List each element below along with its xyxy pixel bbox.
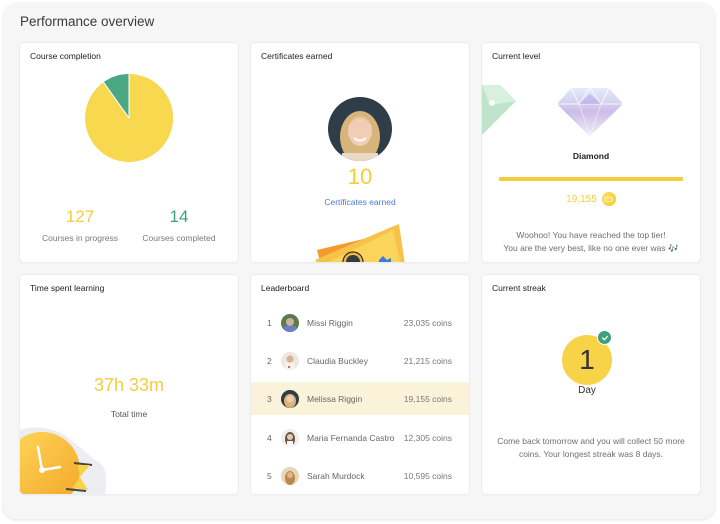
leaderboard-name: Melissa Riggin: [307, 393, 363, 404]
leaderboard-coins: 19,155 coins: [403, 393, 452, 404]
streak-count: 1: [579, 344, 595, 375]
card-title: Current streak: [492, 283, 546, 293]
leaderboard-row-current-user[interactable]: 3 Melissa Riggin 19,155 coins: [251, 382, 469, 415]
leaderboard-rank: 1: [267, 317, 272, 328]
courses-completed-label: Courses completed: [142, 233, 216, 243]
avatar: [281, 313, 299, 332]
courses-completed-stat: 14 Courses completed: [129, 207, 229, 243]
current-streak-card: Current streak 1 Day Come back tomorrow …: [482, 275, 700, 494]
leaderboard-row[interactable]: 2 Claudia Buckley 21,215 coins: [251, 344, 469, 377]
leaderboard-row[interactable]: 5 Sarah Murdock 10,595 coins: [251, 459, 469, 492]
total-time-value: 37h 33m: [93, 375, 165, 395]
total-time-label: Total time: [110, 409, 148, 419]
emerald-gem-icon: [482, 85, 516, 135]
level-message-line2: You are the very best, like no one ever …: [503, 243, 679, 253]
user-avatar: [328, 97, 392, 161]
avatar: [281, 389, 299, 408]
avatar: [281, 351, 299, 370]
leaderboard-name: Claudia Buckley: [307, 355, 368, 366]
certificates-count: 10: [347, 164, 373, 189]
coins-value: 19,155: [566, 193, 597, 205]
page-title: Performance overview: [20, 14, 155, 29]
leaderboard-row[interactable]: 4 Maria Fernanda Castro 12,305 coins: [251, 421, 469, 454]
coin-icon: [601, 192, 616, 206]
leaderboard-name: Sarah Murdock: [307, 470, 365, 481]
leaderboard-rank: 3: [267, 393, 272, 404]
time-spent-card: Time spent learning 37h 33m Total time: [20, 275, 238, 494]
certificate-illustration-icon: [315, 224, 405, 262]
avatar: [281, 428, 299, 447]
leaderboard-name: Missi Riggin: [307, 317, 353, 328]
certificates-earned-link[interactable]: Certificates earned: [324, 197, 396, 207]
level-message-line1: Woohoo! You have reached the top tier!: [516, 230, 666, 240]
card-title: Leaderboard: [261, 283, 310, 293]
courses-in-progress-stat: 127 Courses in progress: [30, 207, 130, 243]
courses-in-progress-value: 127: [65, 207, 95, 226]
leaderboard-rank: 5: [267, 470, 272, 481]
leaderboard-coins: 23,035 coins: [403, 317, 452, 328]
leaderboard-coins: 21,215 coins: [403, 355, 452, 366]
performance-overview-panel: Performance overview Course completion 1…: [3, 3, 715, 519]
leaderboard-name: Maria Fernanda Castro: [307, 432, 395, 443]
streak-unit: Day: [578, 385, 596, 396]
leaderboard-rank: 2: [267, 355, 272, 366]
coins-balance: 19,155: [482, 192, 700, 206]
leaderboard-card: Leaderboard 1 Missi Riggin 23,035 coins …: [251, 275, 469, 494]
leaderboard-rank: 4: [267, 432, 272, 443]
level-name: Diamond: [572, 151, 610, 161]
course-completion-pie-chart: [85, 74, 173, 162]
card-title: Certificates earned: [261, 51, 333, 61]
course-completion-card: Course completion 127 Courses in progres…: [20, 43, 238, 262]
level-progress-bar: [499, 177, 683, 181]
courses-in-progress-label: Courses in progress: [41, 233, 119, 243]
checkmark-icon: [597, 330, 612, 345]
card-title: Course completion: [30, 51, 101, 61]
diamond-gem-icon: [557, 87, 623, 136]
leaderboard-coins: 12,305 coins: [403, 432, 452, 443]
level-message: Woohoo! You have reached the top tier! Y…: [482, 229, 700, 255]
current-level-card: Current level Diamond 19,155: [482, 43, 700, 262]
card-title: Time spent learning: [30, 283, 105, 293]
leaderboard-row[interactable]: 1 Missi Riggin 23,035 coins: [251, 306, 469, 339]
streak-message: Come back tomorrow and you will collect …: [497, 436, 685, 459]
courses-completed-value: 14: [169, 207, 189, 226]
certificates-card: Certificates earned 10 Certificates earn…: [251, 43, 469, 262]
clock-hourglass-illustration-icon: [20, 427, 107, 494]
leaderboard-coins: 10,595 coins: [403, 470, 452, 481]
card-title: Current level: [492, 51, 541, 61]
user-photo-icon: [328, 97, 392, 161]
avatar: [281, 466, 299, 485]
